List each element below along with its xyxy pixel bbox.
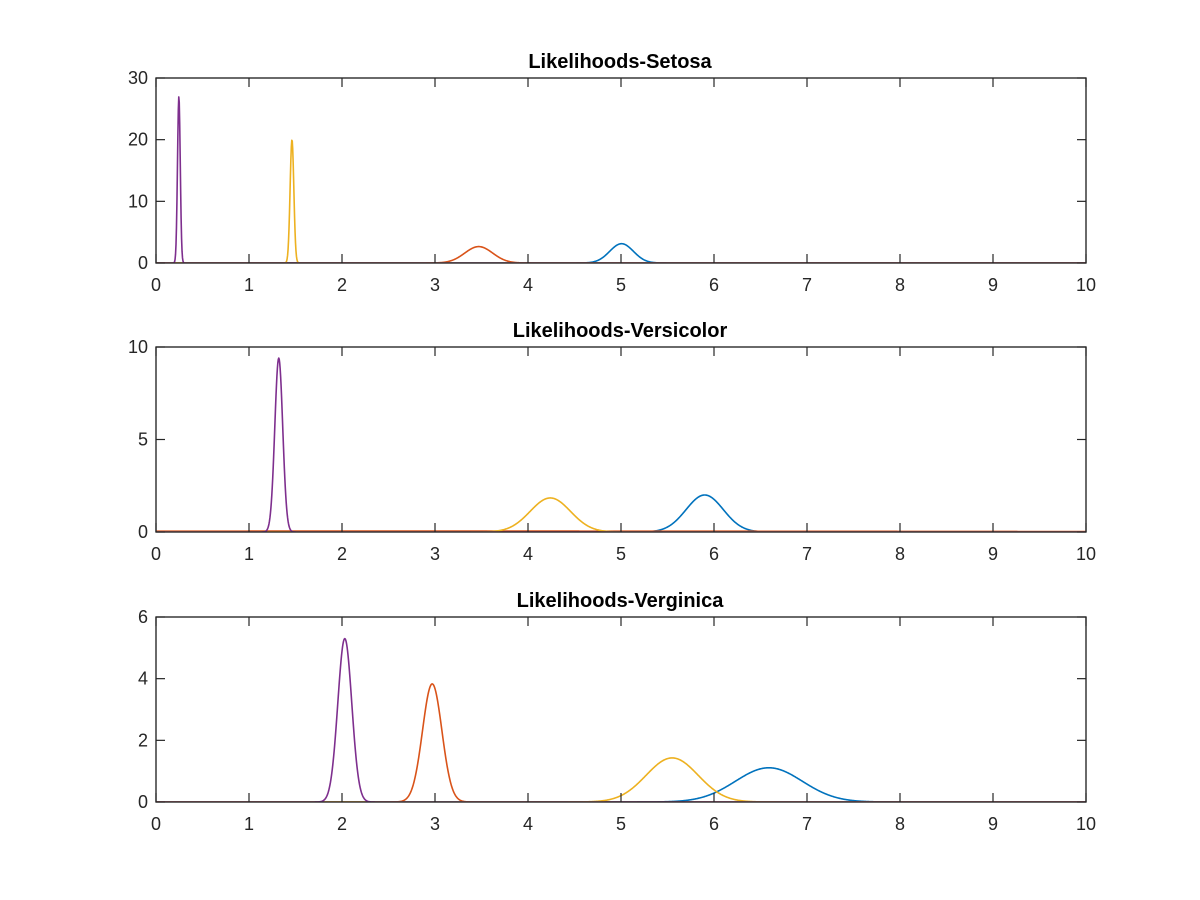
y-tick-label: 0	[138, 522, 148, 542]
x-tick-label: 5	[616, 544, 626, 564]
x-tick-label: 6	[709, 275, 719, 295]
x-tick-label: 0	[151, 275, 161, 295]
x-tick-label: 0	[151, 814, 161, 834]
subplot-setosa: Likelihoods-Setosa 0 1 2 3 4 5 6 7 8 9 10 0 10 20 30	[128, 51, 1096, 295]
x-tick-label: 1	[244, 814, 254, 834]
y-tick-label: 0	[138, 792, 148, 812]
x-tick-label: 4	[523, 544, 533, 564]
x-tick-label: 7	[802, 275, 812, 295]
x-tick-label: 7	[802, 814, 812, 834]
x-tick-label: 2	[337, 814, 347, 834]
x-tick-label: 8	[895, 544, 905, 564]
axes-frame	[155, 346, 1087, 533]
axes-box	[155, 616, 1087, 803]
axes-box	[155, 346, 1087, 533]
x-tick-label: 6	[709, 814, 719, 834]
x-tick-label: 10	[1076, 544, 1096, 564]
series-line-0	[156, 242, 1086, 263]
axes-frame	[155, 77, 1087, 264]
x-tick-label: 7	[802, 544, 812, 564]
x-tick-label: 8	[895, 814, 905, 834]
x-tick-label: 5	[616, 814, 626, 834]
x-tick-label: 1	[244, 544, 254, 564]
x-tick-label: 4	[523, 814, 533, 834]
y-tick-label: 4	[138, 669, 148, 689]
subplot-verginica: Likelihoods-Verginica 0 1 2 3 4 5 6 7 8 9 10 0 2 4 6	[138, 590, 1096, 834]
x-tick-label: 6	[709, 544, 719, 564]
x-tick-label: 3	[430, 544, 440, 564]
x-tick-label: 2	[337, 544, 347, 564]
x-tick-label: 10	[1076, 814, 1096, 834]
y-tick-label: 5	[138, 430, 148, 450]
subplot-versicolor: Likelihoods-Versicolor 0 1 2 3 4 5 6 7 8 9 10 0 5 10	[128, 320, 1096, 564]
y-tick-label: 20	[128, 130, 148, 150]
x-tick-label: 3	[430, 275, 440, 295]
y-tick-label: 6	[138, 607, 148, 627]
subplot-title: Likelihoods-Verginica	[517, 590, 725, 612]
y-tick-label: 0	[138, 253, 148, 273]
x-tick-label: 9	[988, 814, 998, 834]
y-tick-label: 2	[138, 730, 148, 750]
x-tick-label: 3	[430, 814, 440, 834]
axes-frame	[155, 616, 1087, 803]
x-tick-label: 2	[337, 275, 347, 295]
axes-box	[155, 77, 1087, 264]
x-tick-label: 10	[1076, 275, 1096, 295]
x-tick-label: 9	[988, 275, 998, 295]
x-tick-label: 1	[244, 275, 254, 295]
x-tick-label: 9	[988, 544, 998, 564]
x-tick-label: 4	[523, 275, 533, 295]
y-tick-label: 10	[128, 191, 148, 211]
subplot-title: Likelihoods-Versicolor	[513, 320, 728, 342]
y-tick-label: 30	[128, 68, 148, 88]
x-tick-label: 8	[895, 275, 905, 295]
series-group	[156, 96, 1086, 263]
x-tick-label: 0	[151, 544, 161, 564]
y-tick-label: 10	[128, 337, 148, 357]
subplot-title: Likelihoods-Setosa	[528, 51, 712, 73]
x-tick-label: 5	[616, 275, 626, 295]
